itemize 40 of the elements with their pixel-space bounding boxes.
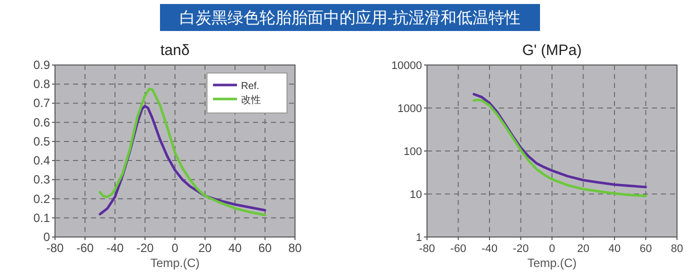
y-tick-label: 0.5 [33, 134, 50, 148]
x-axis-title: Temp.(C) [527, 256, 577, 270]
y-tick-label: 0.3 [33, 172, 50, 187]
y-tick-label: 10 [410, 189, 422, 201]
chart-title: G' (MPa) [522, 42, 582, 59]
x-tick-label: -40 [106, 241, 124, 255]
x-tick-label: 0 [172, 241, 179, 255]
y-tick-label: 10000 [391, 60, 422, 72]
x-tick-label: 60 [258, 241, 272, 255]
x-tick-label: -40 [482, 243, 498, 255]
text: 白炭黑绿色轮胎胎面中的应用-抗湿滑和低温特性 [179, 9, 521, 27]
y-tick-label: 1 [416, 232, 422, 244]
x-tick-label: 60 [640, 243, 652, 255]
x-tick-label: 40 [608, 243, 621, 255]
y-tick-label: 100 [404, 146, 422, 158]
y-tick-label: 1000 [398, 103, 422, 115]
y-tick-label: 0.1 [33, 210, 50, 225]
x-tick-label: -80 [46, 241, 64, 255]
x-tick-label: 20 [577, 243, 590, 255]
chart-title: tanδ [160, 42, 190, 59]
x-tick-label: 80 [670, 243, 684, 255]
x-tick-label: -60 [76, 241, 94, 255]
y-tick-label: 0.8 [33, 77, 50, 92]
y-tick-label: 0.9 [33, 58, 50, 72]
x-axis-title: Temp.(C) [150, 256, 200, 270]
y-tick-label: 0.2 [33, 192, 50, 206]
legend-label: Ref. [241, 81, 260, 92]
y-tick-label: 0.6 [33, 115, 50, 130]
x-tick-label: -20 [512, 243, 529, 255]
x-tick-label: -60 [450, 243, 466, 255]
y-tick-label: 0.7 [33, 96, 50, 110]
x-tick-label: 20 [198, 241, 212, 255]
x-tick-label: 80 [288, 241, 302, 255]
x-tick-label: 40 [228, 241, 242, 255]
legend-label: 改性 [241, 94, 261, 106]
y-tick-label: 0.4 [33, 154, 50, 168]
x-tick-label: 0 [548, 243, 556, 255]
y-tick-label: 0 [43, 230, 50, 244]
x-tick-label: -20 [136, 241, 154, 255]
x-tick-label: -80 [419, 243, 435, 255]
